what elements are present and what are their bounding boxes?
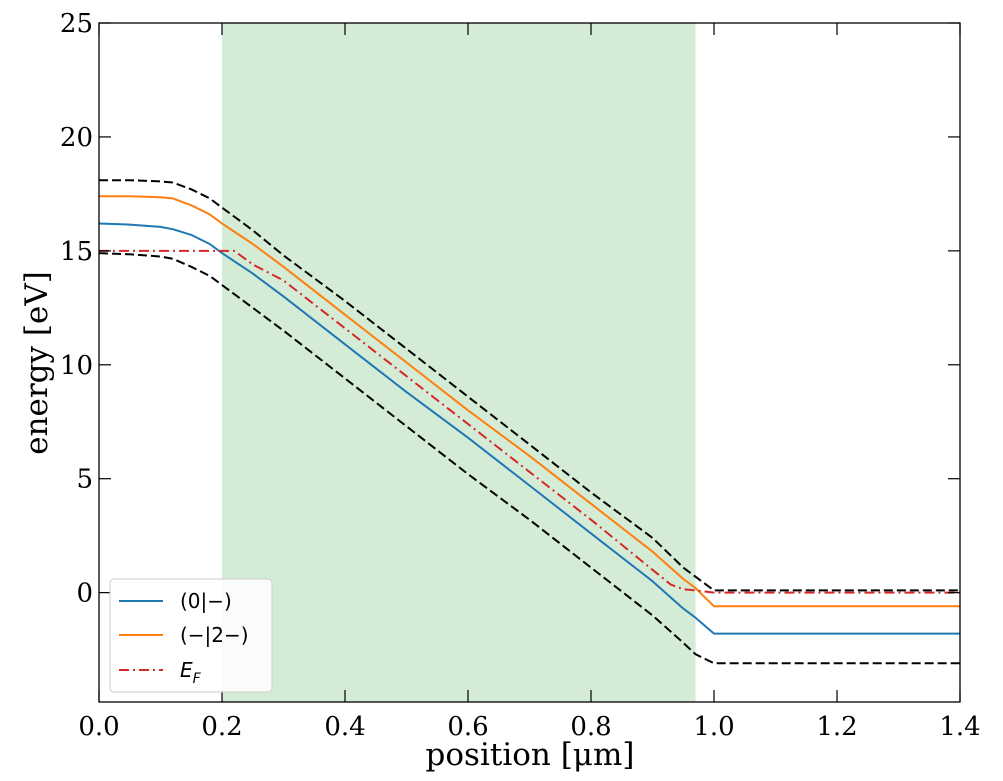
y-tick-label: 5 bbox=[76, 465, 93, 495]
y-axis-title: energy [eV] bbox=[19, 271, 55, 455]
series-line-1 bbox=[99, 222, 960, 635]
x-tick-label: 1.4 bbox=[939, 712, 980, 742]
legend-label: EF bbox=[180, 658, 202, 687]
x-tick-label: 0.4 bbox=[324, 712, 365, 742]
x-tick-label: 0.6 bbox=[447, 712, 488, 742]
x-tick-label: 1.0 bbox=[693, 712, 734, 742]
legend-label: (−|2−) bbox=[180, 623, 249, 647]
legend-label: (0|−) bbox=[180, 589, 232, 613]
tick-labels: 0.0 0.2 0.4 0.6 0.8 1.0 1.2 1.4 0 5 10 15 20 25 bbox=[60, 9, 981, 742]
x-tick-label: 1.2 bbox=[816, 712, 857, 742]
x-tick-label: 0.8 bbox=[570, 712, 611, 742]
plot-area bbox=[99, 23, 960, 702]
y-tick-label: 15 bbox=[60, 237, 93, 267]
series-line-2 bbox=[99, 195, 960, 608]
legend: (0|−) (−|2−) EF bbox=[109, 578, 273, 693]
x-tick-label: 0.0 bbox=[78, 712, 119, 742]
plot-frame bbox=[98, 22, 961, 703]
x-tick-label: 0.2 bbox=[201, 712, 242, 742]
shaded-region bbox=[222, 23, 696, 702]
y-tick-label: 0 bbox=[76, 579, 93, 609]
x-axis-title: position [μm] bbox=[426, 737, 635, 773]
y-tick-label: 20 bbox=[60, 123, 93, 153]
y-tick-label: 10 bbox=[60, 351, 93, 381]
legend-box bbox=[109, 578, 273, 693]
series-line-3 bbox=[99, 249, 960, 594]
y-tick-label: 25 bbox=[60, 9, 93, 39]
